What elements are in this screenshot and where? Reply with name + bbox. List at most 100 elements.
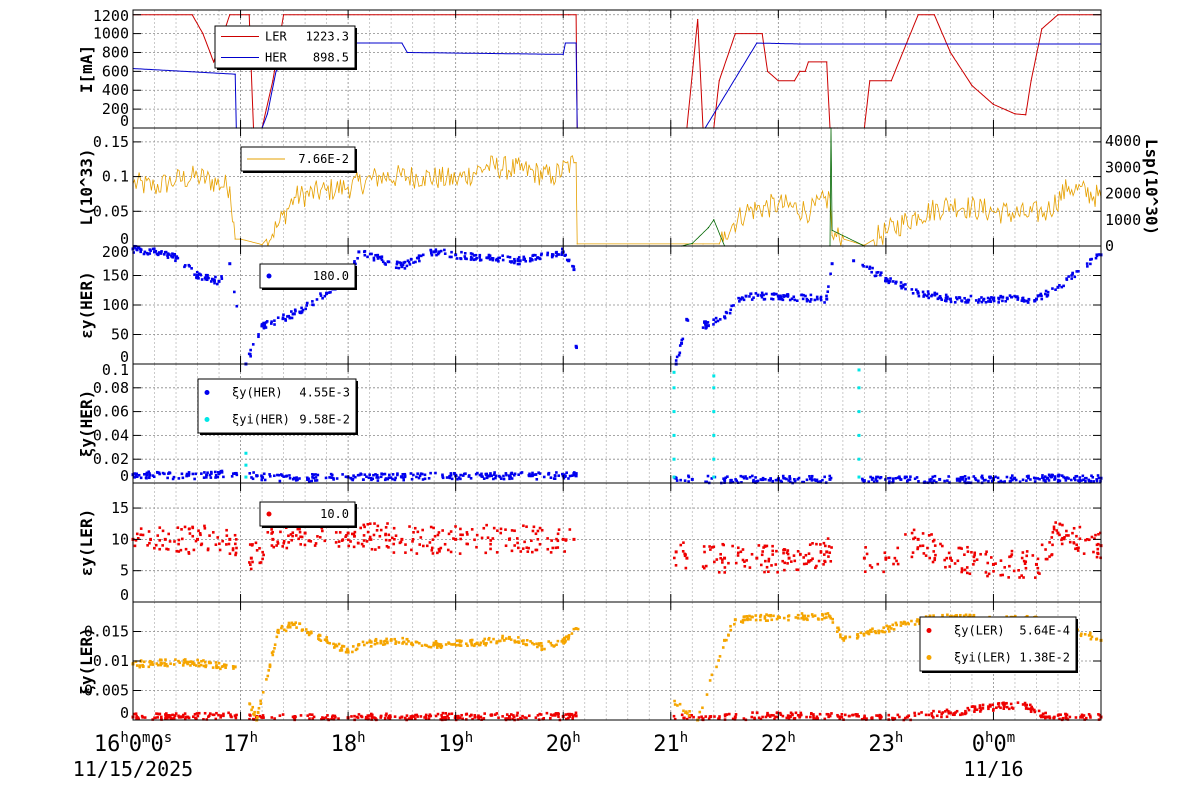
data-point — [1003, 702, 1007, 705]
data-point — [516, 537, 519, 540]
data-point — [145, 474, 149, 477]
data-point — [704, 480, 707, 484]
data-point — [261, 323, 265, 326]
data-point — [516, 718, 520, 721]
data-point — [777, 203, 779, 205]
x-tick-label: 22h — [761, 730, 796, 757]
data-point — [479, 258, 483, 262]
data-point — [683, 554, 687, 558]
data-point — [549, 551, 553, 554]
data-point — [189, 664, 192, 667]
data-point — [1021, 703, 1025, 706]
data-point — [567, 637, 570, 641]
data-point — [575, 14, 577, 16]
data-point — [1091, 475, 1095, 479]
legend-swatch — [266, 273, 272, 279]
data-point — [1045, 295, 1049, 298]
data-point — [810, 474, 814, 478]
data-point — [1048, 541, 1051, 544]
data-point — [804, 70, 806, 72]
data-point — [501, 715, 504, 718]
data-point — [564, 42, 566, 44]
data-point — [205, 718, 209, 721]
data-point — [153, 546, 156, 550]
data-point — [194, 472, 198, 476]
data-point — [256, 715, 259, 719]
data-point — [757, 716, 761, 720]
data-point — [1010, 295, 1013, 299]
data-point — [139, 250, 142, 254]
data-point — [899, 284, 903, 288]
data-point — [774, 563, 778, 566]
data-point — [1014, 295, 1018, 299]
data-point — [807, 559, 810, 563]
data-point — [478, 256, 481, 259]
data-point — [785, 716, 789, 720]
data-point — [537, 256, 541, 260]
data-point — [829, 616, 833, 620]
data-point — [799, 70, 801, 72]
data-point — [424, 717, 428, 721]
data-point — [314, 473, 317, 476]
data-point — [926, 290, 930, 293]
data-point — [266, 113, 269, 115]
data-point — [1040, 714, 1044, 717]
data-point — [934, 553, 937, 557]
data-point — [335, 644, 339, 648]
data-point — [672, 370, 676, 374]
data-point — [492, 477, 495, 481]
data-point — [960, 712, 964, 715]
data-point — [765, 613, 768, 616]
data-point — [425, 644, 429, 647]
data-point — [813, 478, 816, 481]
data-point — [1087, 538, 1091, 542]
data-point — [158, 539, 162, 542]
data-point — [809, 558, 813, 562]
data-point — [560, 640, 564, 643]
data-point — [706, 324, 710, 328]
data-point — [948, 565, 952, 568]
data-point — [482, 526, 486, 530]
data-point — [522, 642, 525, 645]
data-point — [248, 702, 252, 706]
data-point — [972, 613, 976, 617]
data-point — [529, 640, 532, 643]
x-tick-label: 20h — [546, 730, 581, 757]
data-point — [1087, 713, 1091, 716]
data-point — [368, 639, 372, 642]
data-point — [814, 566, 817, 570]
data-point — [384, 538, 388, 542]
data-point — [553, 644, 556, 647]
data-point — [492, 473, 496, 476]
data-point — [314, 479, 317, 482]
data-point — [450, 643, 453, 646]
data-point — [542, 716, 546, 720]
data-point — [802, 556, 805, 559]
data-point — [459, 533, 462, 537]
data-point — [550, 539, 553, 542]
data-point — [793, 716, 797, 720]
data-point — [868, 564, 872, 567]
data-point — [222, 714, 225, 718]
data-point — [990, 479, 994, 483]
data-point — [867, 480, 871, 483]
data-point — [298, 311, 302, 315]
data-point — [143, 716, 147, 719]
data-point — [187, 471, 191, 474]
data-point — [429, 645, 433, 649]
data-point — [471, 717, 474, 721]
legend-box — [259, 263, 356, 289]
data-point — [495, 551, 499, 554]
data-point — [260, 478, 264, 482]
data-point — [571, 717, 574, 720]
data-point — [447, 532, 451, 536]
data-point — [470, 641, 473, 644]
data-point — [366, 530, 370, 534]
data-point — [187, 474, 191, 477]
data-point — [739, 297, 743, 301]
data-point — [1001, 299, 1004, 303]
data-point — [206, 273, 209, 277]
data-point — [463, 252, 467, 255]
data-point — [132, 251, 135, 254]
data-point — [969, 294, 973, 298]
